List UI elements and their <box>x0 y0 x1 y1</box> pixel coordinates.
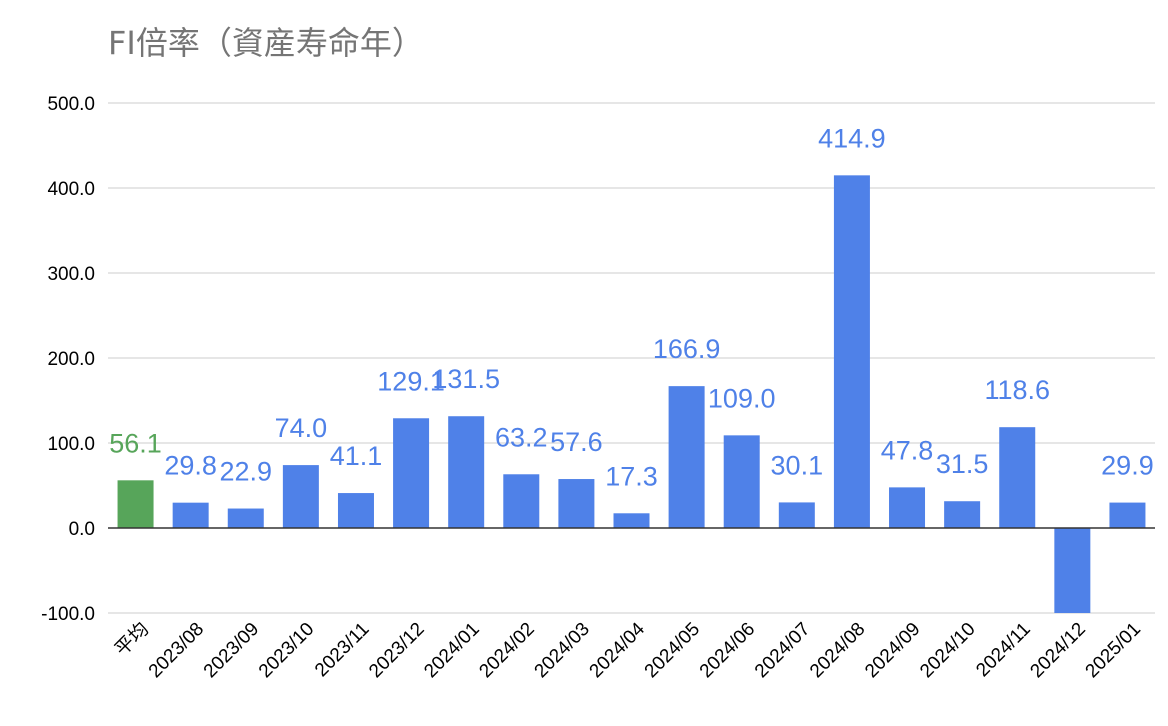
x-tick-label: 2024/02 <box>475 619 538 682</box>
x-tick-label: 2024/12 <box>1026 619 1089 682</box>
y-tick-label: 100.0 <box>47 434 95 455</box>
data-label: 31.5 <box>936 449 989 479</box>
data-label: 118.6 <box>984 375 1050 405</box>
data-label: 109.0 <box>708 383 776 413</box>
data-label: 30.1 <box>771 450 824 480</box>
bar <box>448 416 485 528</box>
data-label: 131.5 <box>432 364 500 394</box>
bar <box>723 435 760 528</box>
x-tick-label: 2024/04 <box>586 618 650 682</box>
x-tick-label: 2024/11 <box>972 619 1034 681</box>
x-tick-label: 2024/05 <box>641 619 704 682</box>
bar <box>172 502 209 528</box>
bar <box>944 501 981 528</box>
bar <box>999 427 1036 528</box>
y-axis-tick-layer: 500.0 400.0 300.0 200.0 100.0 0.0 -100.0 <box>41 94 95 625</box>
bar <box>833 175 870 528</box>
data-label: 57.6 <box>550 427 603 457</box>
x-tick-label: 2024/03 <box>531 619 594 682</box>
x-tick-label: 2024/01 <box>420 619 483 682</box>
bar <box>778 502 815 528</box>
y-tick-label: -100.0 <box>41 604 95 625</box>
x-tick-label: 2023/09 <box>200 619 263 682</box>
bar <box>1109 502 1146 528</box>
data-label: 47.8 <box>881 435 934 465</box>
x-tick-label: 平均 <box>111 618 153 660</box>
data-label: 17.3 <box>605 461 658 491</box>
x-tick-label: 2024/07 <box>751 619 814 682</box>
bar <box>503 474 540 528</box>
data-label: 74.0 <box>275 413 328 443</box>
x-axis-tick-layer: 平均2023/082023/092023/102023/112023/12202… <box>111 618 1145 682</box>
x-tick-label: 2024/08 <box>806 619 869 682</box>
bar <box>558 479 595 528</box>
y-tick-label: 400.0 <box>47 179 95 200</box>
y-tick-label: 200.0 <box>47 349 95 370</box>
y-tick-label: 500.0 <box>47 94 95 115</box>
x-tick-label: 2024/06 <box>696 619 759 682</box>
bar <box>613 513 650 528</box>
y-tick-label: 0.0 <box>69 519 95 540</box>
data-label: 22.9 <box>219 457 272 487</box>
data-label: 29.8 <box>164 451 217 481</box>
bar-layer <box>117 175 1146 613</box>
bar <box>227 508 264 528</box>
chart-title: FI倍率（資産寿命年） <box>108 24 424 62</box>
data-label: 63.2 <box>495 422 548 452</box>
data-label: 166.9 <box>653 334 721 364</box>
x-tick-label: 2024/09 <box>861 619 924 682</box>
bar-average <box>117 480 154 528</box>
x-tick-label: 2023/11 <box>311 619 373 681</box>
data-label: 414.9 <box>818 123 886 153</box>
bar <box>889 487 926 528</box>
bar <box>337 493 374 528</box>
grid-layer <box>108 102 1155 614</box>
data-label: 29.9 <box>1101 451 1154 481</box>
x-tick-label: 2023/08 <box>145 619 208 682</box>
data-label: 129.1 <box>377 366 445 396</box>
data-label: 56.1 <box>109 428 162 458</box>
bar <box>282 465 319 528</box>
bar <box>393 418 430 528</box>
x-tick-label: 2023/12 <box>365 619 428 682</box>
data-label: 41.1 <box>330 441 383 471</box>
x-tick-label: 2025/01 <box>1082 619 1145 682</box>
x-tick-label: 2024/10 <box>916 619 979 682</box>
bar <box>1054 528 1091 613</box>
x-tick-label: 2023/10 <box>255 619 318 682</box>
bar <box>668 386 705 528</box>
y-tick-label: 300.0 <box>47 264 95 285</box>
